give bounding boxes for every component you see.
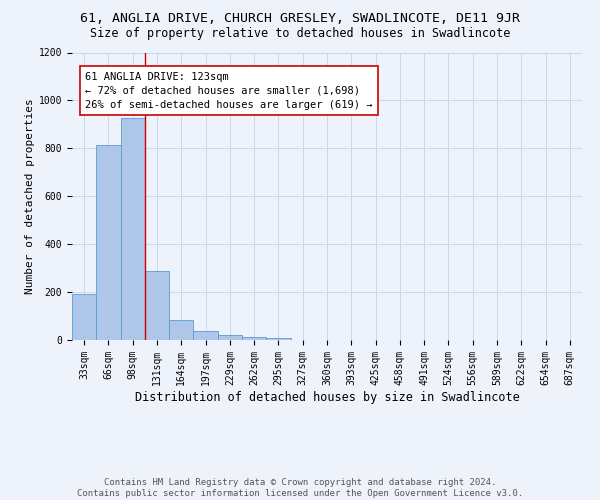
Text: 61, ANGLIA DRIVE, CHURCH GRESLEY, SWADLINCOTE, DE11 9JR: 61, ANGLIA DRIVE, CHURCH GRESLEY, SWADLI… [80,12,520,26]
Text: Contains HM Land Registry data © Crown copyright and database right 2024.
Contai: Contains HM Land Registry data © Crown c… [77,478,523,498]
Bar [121,118,145,340]
Bar [145,270,169,340]
Bar [218,335,242,340]
Text: 61 ANGLIA DRIVE: 123sqm
← 72% of detached houses are smaller (1,698)
26% of semi: 61 ANGLIA DRIVE: 123sqm ← 72% of detache… [85,72,373,110]
Bar [169,320,193,340]
Bar [96,144,121,340]
Bar [193,331,218,340]
Bar [242,337,266,340]
Bar [72,294,96,340]
Text: Size of property relative to detached houses in Swadlincote: Size of property relative to detached ho… [90,28,510,40]
Bar [266,338,290,340]
X-axis label: Distribution of detached houses by size in Swadlincote: Distribution of detached houses by size … [134,390,520,404]
Y-axis label: Number of detached properties: Number of detached properties [25,98,35,294]
